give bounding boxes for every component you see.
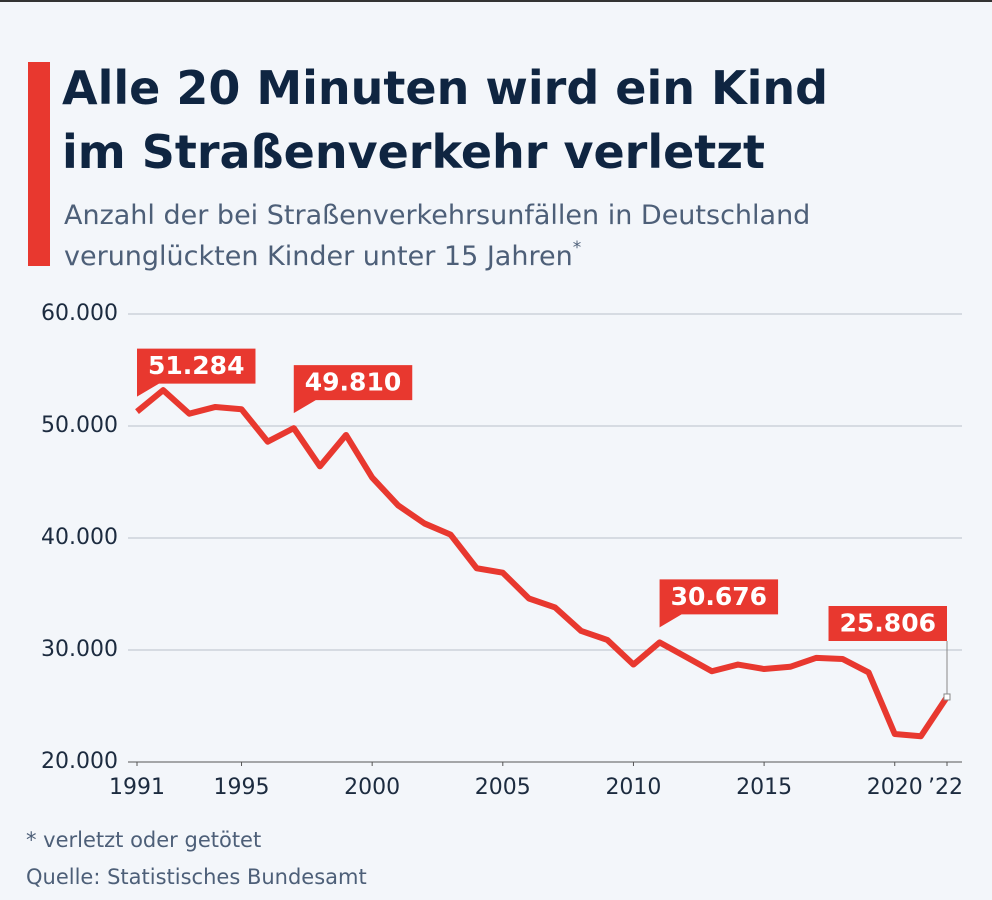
- x-tick-label: 2015: [736, 775, 792, 800]
- x-tick-label: 2010: [605, 775, 661, 800]
- label-box: [828, 605, 947, 641]
- chart-subtitle: Anzahl der bei Straßenverkehrsunfällen i…: [64, 200, 810, 231]
- point-marker: [943, 693, 951, 701]
- chart-title: Alle 20 Minuten wird ein Kind: [62, 61, 828, 115]
- chart-subtitle: verunglückten Kinder unter 15 Jahren*: [64, 238, 581, 272]
- label-box: [293, 365, 413, 414]
- accent-bar: [28, 62, 50, 266]
- value-label: 51.284: [148, 351, 244, 380]
- label-box: [659, 579, 779, 628]
- subtitle-line: verunglückten Kinder unter 15 Jahren: [64, 241, 573, 272]
- data-line: [135, 387, 950, 740]
- footnote: * verletzt oder getötet: [26, 828, 261, 852]
- source: Quelle: Statistisches Bundesamt: [26, 865, 367, 889]
- x-tick-label: ’22: [928, 775, 963, 800]
- x-tick-label: 1995: [214, 775, 270, 800]
- x-tick-label: 2020: [867, 775, 923, 800]
- y-tick-label: 40.000: [41, 525, 118, 550]
- value-label: 30.676: [671, 582, 767, 611]
- x-tick-label: 1991: [109, 775, 165, 800]
- label-box: [137, 348, 256, 397]
- value-label: 25.806: [840, 608, 936, 637]
- footnote-marker: *: [573, 238, 582, 258]
- chart-title: im Straßenverkehr verletzt: [62, 125, 765, 179]
- y-tick-label: 20.000: [41, 749, 118, 774]
- x-tick-label: 2005: [475, 775, 531, 800]
- y-tick-label: 30.000: [41, 637, 118, 662]
- x-tick-label: 2000: [344, 775, 400, 800]
- y-tick-label: 50.000: [41, 413, 118, 438]
- value-label: 49.810: [305, 368, 401, 397]
- y-tick-label: 60.000: [41, 301, 118, 326]
